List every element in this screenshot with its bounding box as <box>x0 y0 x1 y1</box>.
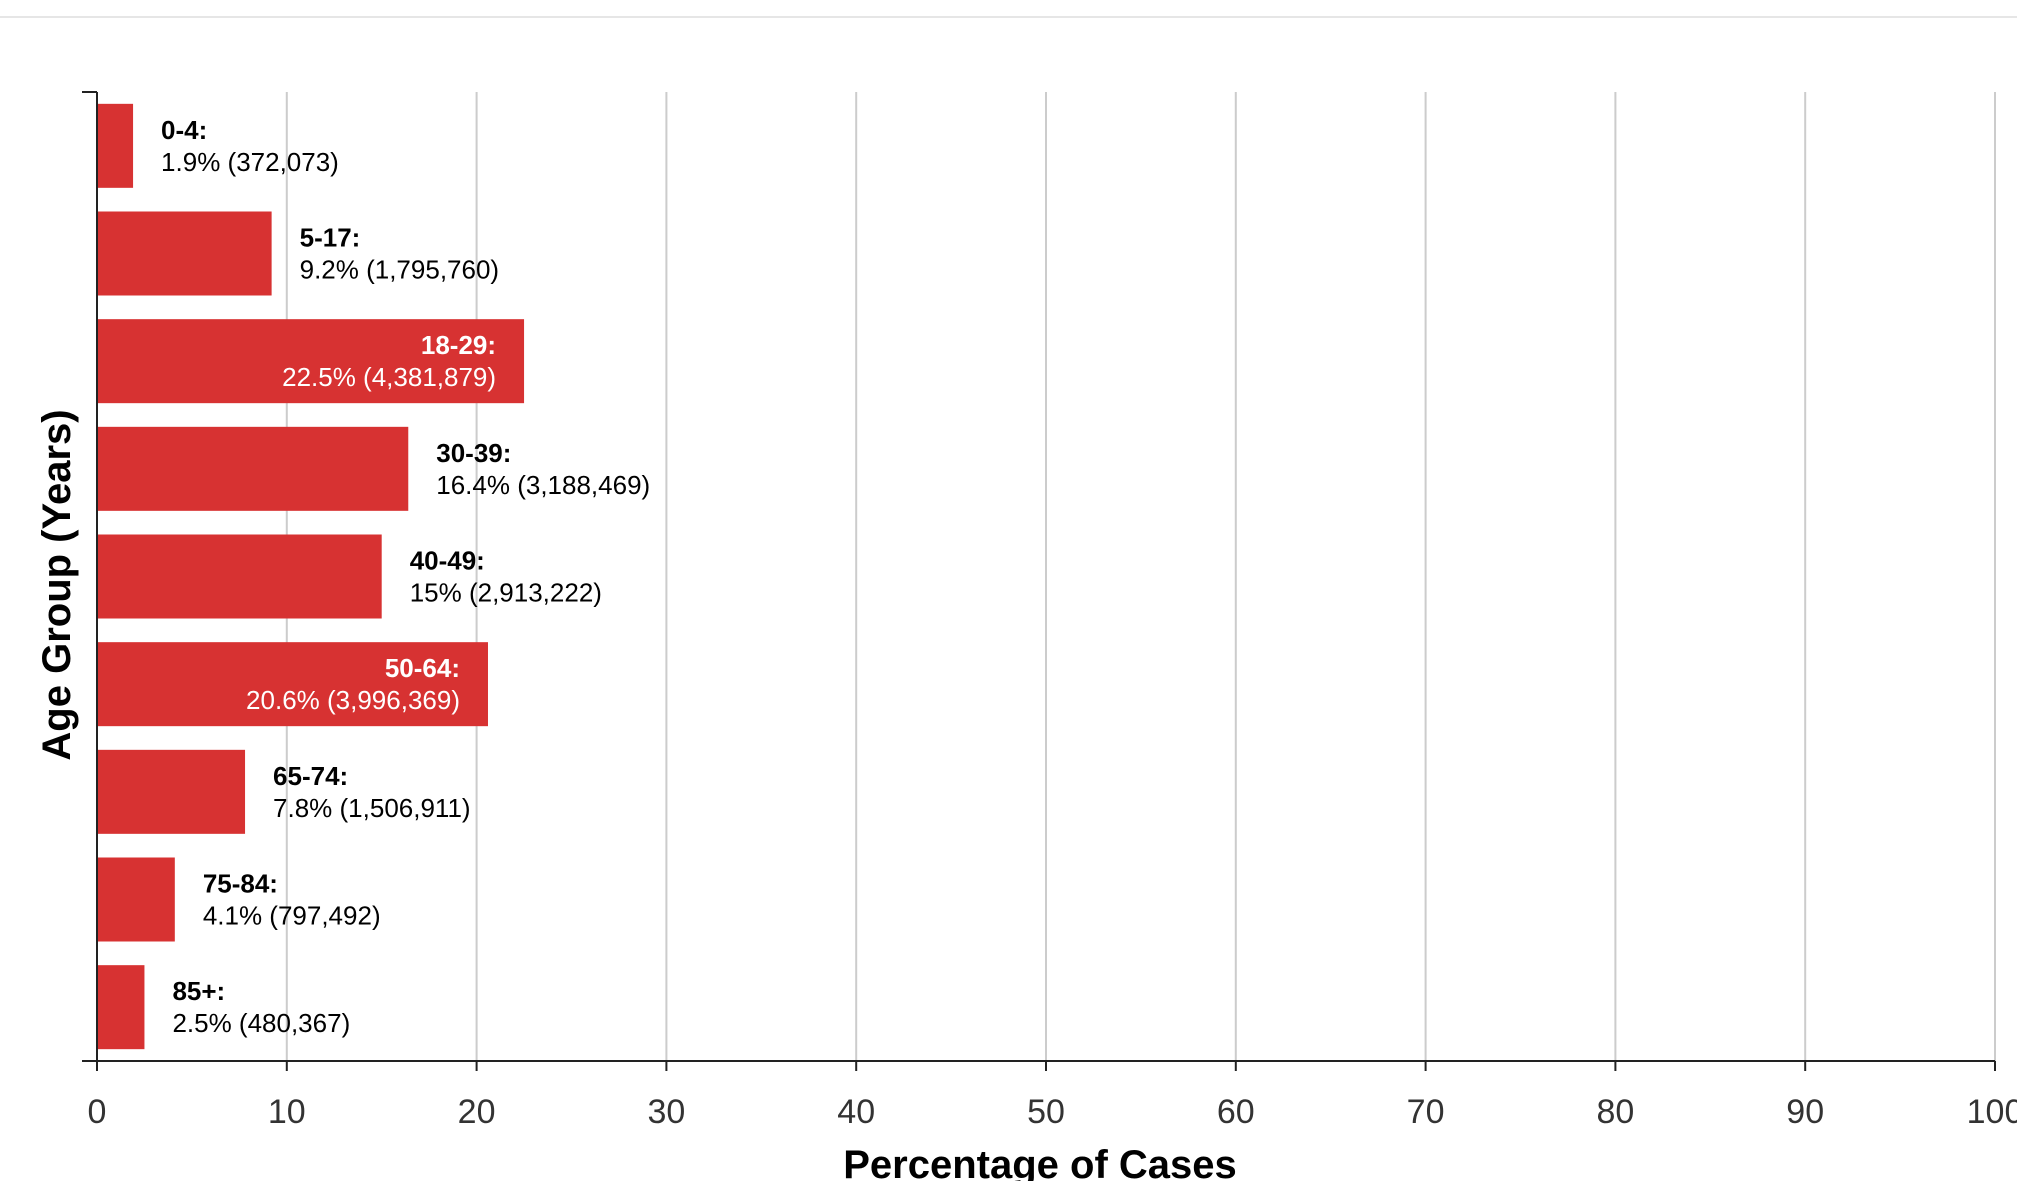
bar-label-category: 75-84: <box>203 869 278 899</box>
bar-label-category: 40-49: <box>410 546 485 576</box>
bar-65-74[interactable] <box>97 749 246 834</box>
x-tick-label: 60 <box>1217 1093 1255 1131</box>
bar-label-category: 18-29: <box>421 330 496 360</box>
bar-label-category: 5-17: <box>300 223 361 253</box>
x-tick-label: 70 <box>1407 1093 1445 1131</box>
bar-40-49[interactable] <box>97 534 382 619</box>
x-tick-label: 90 <box>1786 1093 1824 1131</box>
x-tick-label: 10 <box>268 1093 306 1131</box>
x-tick-label: 20 <box>458 1093 496 1131</box>
x-tick-label: 30 <box>647 1093 685 1131</box>
bar-5-17[interactable] <box>97 211 272 296</box>
bar-label-value: 9.2% (1,795,760) <box>300 255 499 285</box>
bar-label-category: 30-39: <box>436 438 511 468</box>
bar-85+[interactable] <box>97 965 145 1050</box>
bar-label-category: 65-74: <box>273 761 348 791</box>
x-tick-label: 50 <box>1027 1093 1065 1131</box>
bar-label-value: 2.5% (480,367) <box>172 1008 350 1038</box>
x-tick-label: 40 <box>837 1093 875 1131</box>
bar-18-29[interactable] <box>97 319 525 404</box>
bar-label-value: 7.8% (1,506,911) <box>273 793 471 823</box>
bar-30-39[interactable] <box>97 426 409 511</box>
bar-label-category: 85+: <box>172 976 225 1006</box>
bar-75-84[interactable] <box>97 857 175 942</box>
bar-layer <box>97 103 525 1050</box>
bar-label-value: 22.5% (4,381,879) <box>282 362 496 392</box>
bar-label-category: 0-4: <box>161 115 207 145</box>
bar-0-4[interactable] <box>97 103 134 188</box>
x-axis-title: Percentage of Cases <box>843 1143 1237 1181</box>
bar-label-value: 20.6% (3,996,369) <box>246 685 460 715</box>
bar-label-value: 4.1% (797,492) <box>203 901 381 931</box>
label-layer: 0-4:1.9% (372,073) 5-17:9.2% (1,795,760) 1… <box>161 115 650 1038</box>
x-tick-label: 0 <box>88 1093 107 1131</box>
x-tick-label: 80 <box>1596 1093 1634 1131</box>
top-divider <box>0 0 2017 18</box>
x-tick-label: 100 <box>1967 1093 2017 1131</box>
y-axis-title: Age Group (Years) <box>35 409 79 760</box>
bar-label-category: 50-64: <box>385 653 460 683</box>
axis-layer: 0 10 20 30 40 50 60 70 80 90 100 <box>82 91 2017 1131</box>
grid-layer <box>285 92 1996 1061</box>
bar-label-value: 15% (2,913,222) <box>410 578 602 608</box>
bar-label-value: 16.4% (3,188,469) <box>436 470 650 500</box>
bar-label-value: 1.9% (372,073) <box>161 147 339 177</box>
bar-50-64[interactable] <box>97 642 488 727</box>
